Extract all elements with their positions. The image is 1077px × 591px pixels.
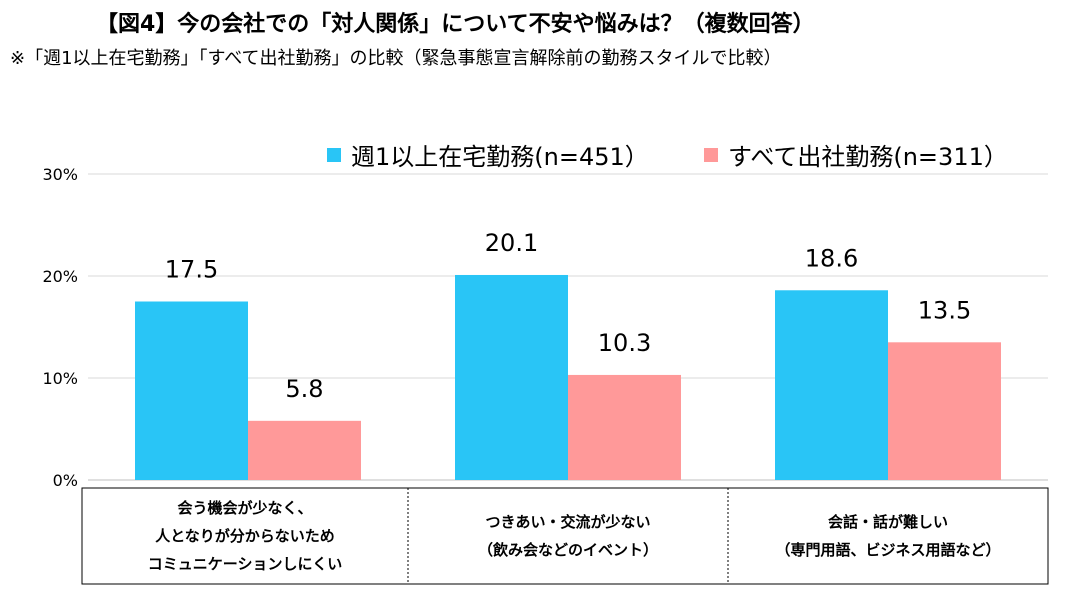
y-tick-label: 20% xyxy=(42,267,78,286)
data-label: 17.5 xyxy=(165,256,218,284)
bar xyxy=(775,290,888,480)
y-tick-label: 10% xyxy=(42,369,78,388)
chart-title: 【図4】今の会社での「対人関係」について不安や悩みは？（複数回答） xyxy=(96,12,815,37)
bar xyxy=(568,374,681,480)
legend-label: すべて出社勤務(n=311） xyxy=(728,143,1008,171)
data-label: 13.5 xyxy=(918,296,971,324)
category-label: 会話・話が難しい （専門用語、ビジネス用語など） xyxy=(775,513,1001,559)
bar xyxy=(455,274,568,480)
y-tick-label: 0% xyxy=(53,471,78,490)
category-table-border xyxy=(81,487,1049,585)
category-label: つきあい・交流が少ない （飲み会などのイベント） xyxy=(477,513,658,559)
data-label: 10.3 xyxy=(598,329,651,357)
bar xyxy=(888,342,1001,480)
bar xyxy=(248,420,361,480)
data-label: 18.6 xyxy=(805,244,858,272)
legend-label: 週1以上在宅勤務(n=451） xyxy=(351,143,649,171)
category-label: 会う機会が少なく、 人となりが分からないため コミュニケーションしにくい xyxy=(147,499,343,573)
bar xyxy=(135,301,248,480)
legend-swatch xyxy=(327,148,341,162)
data-label: 20.1 xyxy=(485,229,538,257)
y-tick-label: 30% xyxy=(42,165,78,184)
chart-subtitle: ※「週1以上在宅勤務」「すべて出社勤務」の比較（緊急事態宣言解除前の勤務スタイル… xyxy=(10,48,782,69)
data-label: 5.8 xyxy=(285,375,323,403)
legend-swatch xyxy=(704,148,718,162)
